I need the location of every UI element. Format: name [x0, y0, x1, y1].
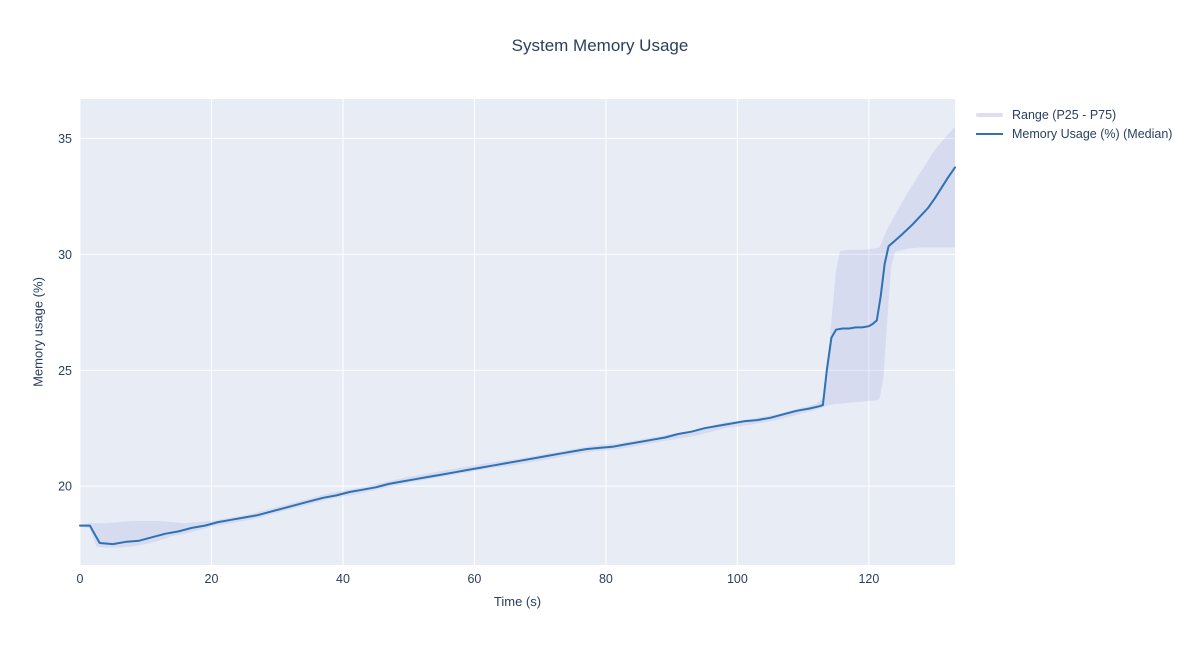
median-line [79, 166, 956, 546]
x-axis-title: Time (s) [493, 594, 542, 609]
x-tick-label: 60 [467, 572, 481, 586]
legend-label-range: Range (P25 - P75) [1012, 107, 1117, 122]
x-tick-label: 0 [77, 572, 84, 586]
legend: Range (P25 - P75) Memory Usage (%) (Medi… [976, 106, 1172, 142]
line-swatch-icon [976, 132, 1003, 135]
legend-item-range[interactable]: Range (P25 - P75) [976, 106, 1172, 123]
legend-label-median: Memory Usage (%) (Median) [1012, 126, 1173, 141]
y-axis-title: Memory usage (%) [30, 277, 46, 387]
x-tick-label: 20 [205, 572, 219, 586]
x-tick-label: 100 [727, 572, 748, 586]
y-tick-label: 35 [58, 132, 72, 146]
plot-area[interactable] [80, 99, 955, 565]
x-tick-label: 120 [858, 572, 879, 586]
y-tick-label: 25 [58, 364, 72, 378]
range-band [80, 126, 955, 548]
band-swatch-icon [976, 112, 1003, 117]
y-tick-label: 30 [58, 248, 72, 262]
x-tick-label: 40 [336, 572, 350, 586]
y-tick-label: 20 [58, 480, 72, 494]
x-tick-label: 80 [599, 572, 613, 586]
chart-title: System Memory Usage [511, 36, 689, 55]
legend-item-median[interactable]: Memory Usage (%) (Median) [976, 125, 1172, 142]
